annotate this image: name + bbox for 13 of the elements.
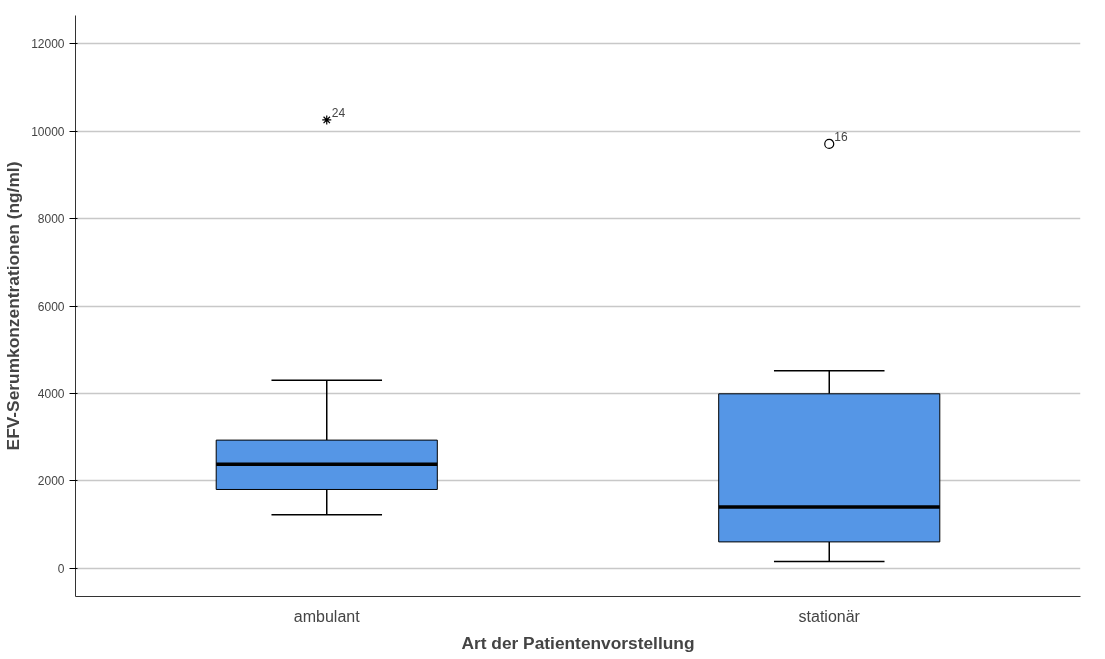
y-tick-label: 4000 bbox=[37, 386, 65, 401]
y-tick-label: 2000 bbox=[37, 474, 65, 489]
y-tick-label: 0 bbox=[57, 561, 65, 576]
x-tick-label: ambulant bbox=[293, 607, 361, 625]
y-tick-label: 6000 bbox=[37, 299, 65, 314]
x-tick-label: stationär bbox=[798, 607, 861, 625]
y-tick-label: 8000 bbox=[37, 212, 65, 227]
annotation: 24 bbox=[331, 105, 346, 120]
y-tick-label: 10000 bbox=[31, 124, 65, 139]
x-axis-title: Art der Patientenvorstellung bbox=[461, 632, 695, 653]
y-axis-title: EFV-Serumkonzentrationen (ng/ml) bbox=[3, 161, 24, 451]
y-tick-label: 12000 bbox=[31, 37, 65, 52]
annotation: 16 bbox=[834, 129, 848, 144]
